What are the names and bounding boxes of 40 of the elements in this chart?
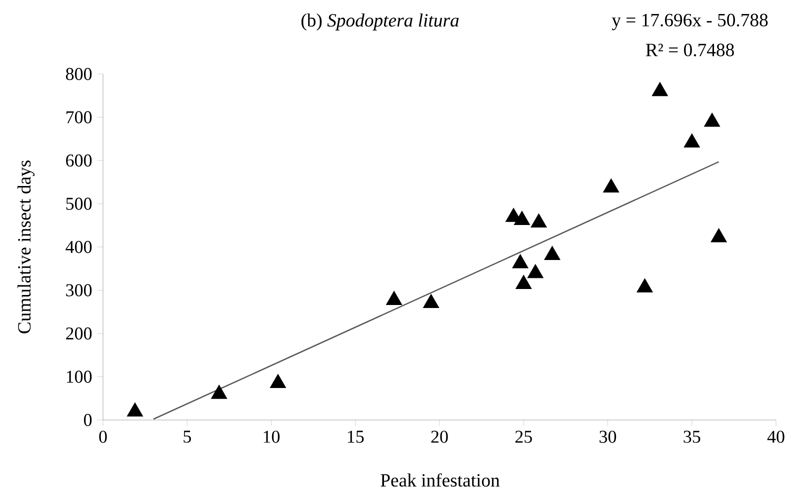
point bbox=[423, 294, 440, 308]
y-tick-label: 400 bbox=[66, 240, 92, 254]
point bbox=[652, 82, 668, 96]
x-tick-label: 40 bbox=[767, 430, 784, 443]
x-tick-label: 30 bbox=[600, 430, 616, 443]
point bbox=[386, 290, 402, 305]
x-tick-label: 5 bbox=[184, 430, 191, 443]
y-tick-label: 0 bbox=[84, 414, 92, 426]
point bbox=[126, 402, 144, 417]
x-axis-title: Peak infestation bbox=[380, 473, 500, 487]
point bbox=[527, 264, 544, 278]
point bbox=[603, 178, 620, 193]
point bbox=[636, 278, 653, 292]
point bbox=[544, 246, 560, 260]
chart-title: (b) Spodoptera litura bbox=[301, 14, 459, 30]
point bbox=[270, 374, 286, 388]
point bbox=[211, 384, 228, 399]
y-tick-label: 800 bbox=[66, 68, 92, 80]
point bbox=[514, 210, 530, 225]
point bbox=[516, 274, 532, 289]
y-tick-label: 300 bbox=[66, 284, 92, 296]
y-tick-label: 500 bbox=[66, 198, 92, 210]
y-tick-label: 200 bbox=[66, 327, 92, 340]
point bbox=[710, 228, 727, 242]
x-tick-label: 25 bbox=[515, 430, 532, 443]
x-tick-label: 0 bbox=[99, 430, 107, 443]
point bbox=[704, 112, 720, 127]
text: R² = 0.7488 bbox=[646, 44, 734, 56]
y-tick-label: 700 bbox=[66, 111, 92, 124]
text: y = 17.696x - 50.788 bbox=[612, 14, 768, 30]
x-tick-label: 20 bbox=[431, 430, 448, 443]
x-tick-label: 15 bbox=[348, 430, 364, 443]
y-axis-title: Cumulative insect days bbox=[18, 160, 34, 334]
point bbox=[512, 254, 528, 268]
x-tick-label: 35 bbox=[684, 430, 700, 443]
point bbox=[530, 214, 547, 228]
y-tick-label: 600 bbox=[66, 154, 92, 167]
y-tick-label: 100 bbox=[66, 370, 92, 383]
point bbox=[684, 134, 700, 148]
x-tick-label: 10 bbox=[264, 430, 280, 443]
